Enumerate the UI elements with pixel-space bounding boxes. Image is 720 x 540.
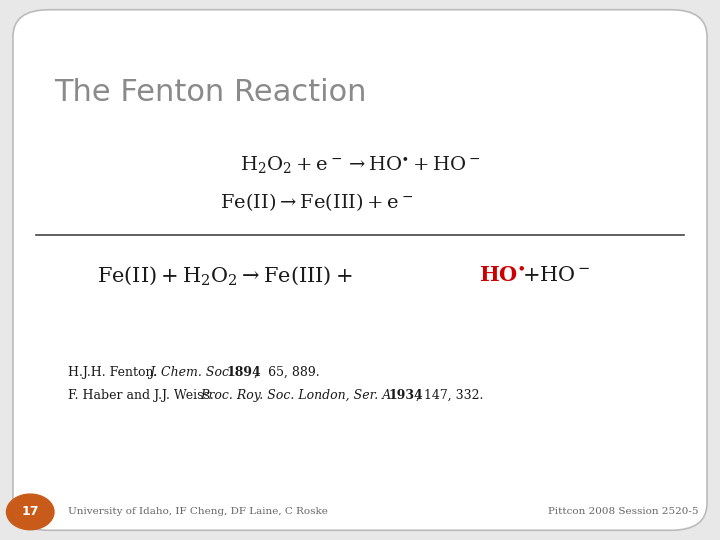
Text: The Fenton Reaction: The Fenton Reaction [54,78,366,107]
Text: F. Haber and J.J. Weiss.: F. Haber and J.J. Weiss. [68,389,220,402]
Text: ,  65, 889.: , 65, 889. [254,366,320,379]
Text: , 147, 332.: , 147, 332. [416,389,484,402]
Text: $\mathregular{Fe(II) \rightarrow Fe(III) + e^-}$: $\mathregular{Fe(II) \rightarrow Fe(III)… [220,192,413,213]
Text: 17: 17 [22,505,39,518]
Text: Pittcon 2008 Session 2520-5: Pittcon 2008 Session 2520-5 [548,508,698,516]
Text: $\mathregular{Fe(II) + H_2O_2 \rightarrow Fe(III) +\ }$: $\mathregular{Fe(II) + H_2O_2 \rightarro… [97,264,353,287]
Text: Proc. Roy. Soc. London, Ser. A.: Proc. Roy. Soc. London, Ser. A. [200,389,395,402]
Text: J. Chem. Soc.: J. Chem. Soc. [149,366,233,379]
Text: $\mathregular{HO^{\bullet}}$: $\mathregular{HO^{\bullet}}$ [479,265,525,286]
Text: $\mathregular{+ HO^-}$: $\mathregular{+ HO^-}$ [522,266,590,285]
Text: University of Idaho, IF Cheng, DF Laine, C Roske: University of Idaho, IF Cheng, DF Laine,… [68,508,328,516]
Circle shape [6,494,54,530]
Text: H.J.H. Fenton.: H.J.H. Fenton. [68,366,164,379]
Text: 1934: 1934 [389,389,423,402]
Text: 1894: 1894 [227,366,261,379]
Text: $\mathregular{H_2O_2 + e^- \rightarrow HO^{\bullet} + HO^-}$: $\mathregular{H_2O_2 + e^- \rightarrow H… [240,154,480,175]
